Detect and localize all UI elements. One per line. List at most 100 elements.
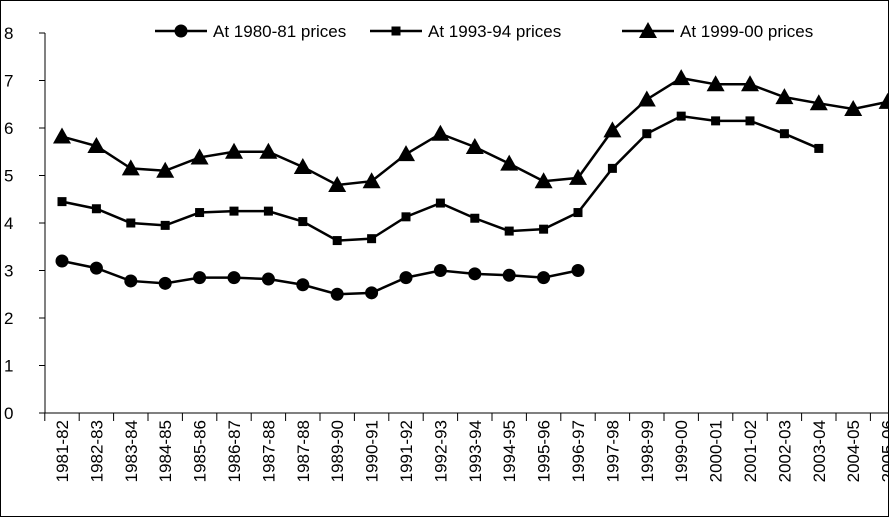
point — [229, 206, 239, 216]
x-tick-label: 1989-90 — [328, 420, 347, 482]
point — [298, 217, 308, 227]
point — [878, 92, 889, 109]
point — [775, 88, 794, 105]
point — [814, 143, 824, 153]
x-tick-label: 1986-87 — [225, 420, 244, 482]
y-tick-label: 8 — [4, 24, 13, 43]
y-tick-label: 2 — [4, 309, 13, 328]
point — [195, 208, 205, 218]
point — [397, 145, 415, 162]
x-tick-label: 2000-01 — [707, 420, 726, 482]
point — [330, 287, 344, 301]
point — [227, 271, 241, 285]
legend-label: At 1993-94 prices — [428, 22, 561, 41]
x-tick-label: 2002-03 — [775, 420, 794, 482]
point — [296, 278, 310, 292]
y-tick-label: 5 — [4, 167, 13, 186]
point — [156, 161, 175, 178]
point — [571, 264, 585, 277]
y-tick-label: 4 — [4, 214, 13, 233]
point — [637, 90, 656, 107]
y-tick-label: 7 — [4, 72, 13, 91]
x-tick-label: 1991-92 — [397, 420, 416, 482]
point — [435, 198, 445, 208]
point — [431, 124, 450, 141]
x-tick-label: 1999-00 — [672, 420, 691, 482]
point — [502, 268, 516, 282]
point — [158, 276, 172, 290]
x-tick-label: 1995-96 — [535, 420, 554, 482]
x-tick-label: 2003-04 — [810, 420, 829, 482]
point — [365, 286, 379, 300]
point — [676, 111, 686, 121]
y-tick-label: 1 — [4, 357, 13, 376]
point — [706, 75, 725, 92]
x-tick-label: 1993-94 — [466, 420, 485, 482]
point — [504, 226, 514, 236]
point — [844, 100, 863, 116]
x-tick-label: 2005-06 — [879, 420, 889, 482]
x-tick-label: 1996-97 — [569, 420, 588, 482]
legend: At 1980-81 prices At 1993-94 prices At 199… — [155, 22, 813, 41]
legend-marker — [391, 26, 401, 36]
point — [809, 94, 828, 111]
point — [259, 142, 278, 159]
x-tick-label: 1994-95 — [500, 420, 519, 482]
x-tick-label: 1984-85 — [156, 420, 175, 482]
point — [539, 224, 549, 234]
series-line — [61, 259, 579, 296]
point — [607, 163, 617, 173]
y-tick-label: 3 — [4, 262, 13, 281]
legend-marker — [174, 24, 188, 38]
point — [328, 176, 347, 192]
point — [672, 69, 691, 86]
point — [190, 148, 209, 165]
point — [193, 271, 207, 285]
point — [55, 254, 69, 268]
x-tick-label: 1983-84 — [122, 420, 141, 482]
x-tick-label: 1992-93 — [431, 420, 450, 482]
point — [534, 172, 553, 189]
x-tick-label: 2004-05 — [844, 420, 863, 482]
point — [779, 129, 789, 139]
point — [573, 208, 583, 218]
point — [367, 234, 377, 244]
x-tick-label: 1982-83 — [87, 420, 106, 482]
x-tick-label: 2001-02 — [741, 420, 760, 482]
point — [465, 138, 484, 154]
point — [53, 127, 71, 144]
point — [401, 212, 411, 222]
legend-label: At 1980-81 prices — [213, 22, 346, 41]
x-tick-label: 1997-98 — [603, 420, 622, 482]
point — [433, 264, 447, 277]
y-tick-label: 6 — [4, 119, 13, 138]
x-tick-label: 1987-88 — [259, 420, 278, 482]
point — [569, 168, 587, 185]
point — [470, 213, 480, 223]
point — [362, 172, 381, 189]
point — [293, 157, 312, 174]
point — [91, 204, 101, 214]
point — [332, 236, 342, 246]
point — [121, 159, 140, 176]
x-tick-label: 1990-91 — [363, 420, 382, 482]
point — [711, 116, 721, 126]
point — [225, 142, 243, 159]
point — [603, 121, 622, 138]
point — [124, 274, 138, 288]
legend-label: At 1999-00 prices — [680, 22, 813, 41]
point — [261, 272, 275, 286]
x-tick-label: 1998-99 — [638, 420, 657, 482]
point — [468, 267, 482, 281]
point — [160, 220, 170, 230]
x-tick-label: 1987-88 — [294, 420, 313, 482]
y-tick-label: 0 — [4, 404, 13, 423]
point — [126, 218, 136, 228]
point — [745, 116, 755, 126]
point — [500, 154, 519, 171]
point — [263, 206, 273, 216]
point — [537, 271, 551, 285]
legend-marker — [639, 22, 657, 38]
